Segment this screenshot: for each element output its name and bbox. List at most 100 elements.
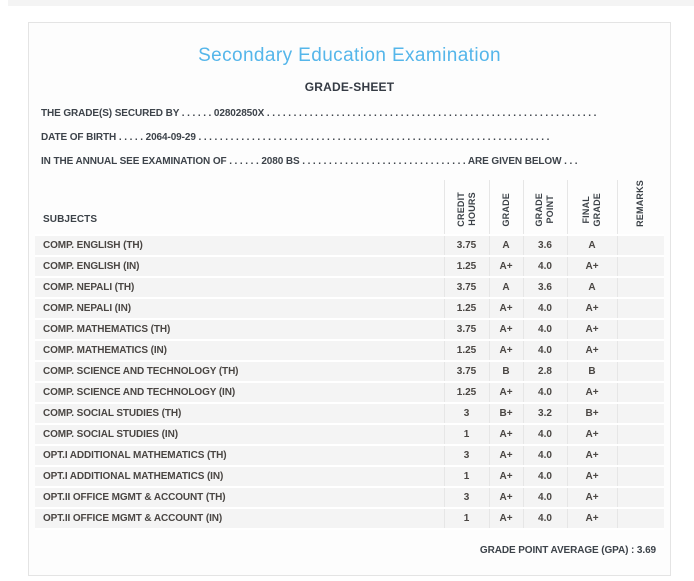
grade-sheet-card: Secondary Education Examination GRADE-SH… (28, 22, 671, 576)
grade-point-cell: 4.0 (522, 507, 567, 530)
table-row: OPT.I ADDITIONAL MATHEMATICS (TH) 3 A+ 4… (35, 444, 664, 467)
subject-cell: OPT.II OFFICE MGMT & ACCOUNT (TH) (35, 486, 444, 509)
grade-cell: B+ (488, 402, 523, 425)
final-grade-cell: A (566, 276, 617, 299)
remarks-cell (616, 318, 664, 341)
rotated-column-header-label: CREDIT HOURS (455, 192, 477, 227)
grade-point-cell: 4.0 (522, 465, 567, 488)
rotated-column-header: REMARKS (616, 180, 664, 236)
grade-point-cell: 4.0 (522, 339, 567, 362)
table-row: OPT.II OFFICE MGMT & ACCOUNT (IN) 1 A+ 4… (35, 507, 664, 530)
table-row: COMP. SCIENCE AND TECHNOLOGY (TH) 3.75 B… (35, 360, 664, 383)
final-grade-cell: A+ (566, 486, 617, 509)
table-row: COMP. ENGLISH (IN) 1.25 A+ 4.0 A+ (35, 255, 664, 278)
info-line-date-of-birth: DATE OF BIRTH . . . . . 2064-09-29 . . .… (41, 132, 550, 143)
remarks-cell (616, 297, 664, 320)
grade-cell: A+ (488, 255, 523, 278)
credit-hours-cell: 1.25 (443, 381, 489, 404)
final-grade-cell: A+ (566, 318, 617, 341)
remarks-cell (616, 339, 664, 362)
page-title: Secondary Education Examination (198, 45, 501, 66)
credit-hours-cell: 3.75 (443, 318, 489, 341)
table-row: OPT.II OFFICE MGMT & ACCOUNT (TH) 3 A+ 4… (35, 486, 664, 509)
remarks-cell (616, 465, 664, 488)
grade-cell: A+ (488, 486, 523, 509)
grade-table-body: COMP. ENGLISH (TH) 3.75 A 3.6 A COMP. EN… (35, 234, 664, 530)
table-row: COMP. SOCIAL STUDIES (IN) 1 A+ 4.0 A+ (35, 423, 664, 446)
credit-hours-cell: 3 (443, 402, 489, 425)
grade-sheet-heading: GRADE-SHEET (304, 80, 395, 94)
final-grade-cell: A+ (566, 339, 617, 362)
table-row: COMP. NEPALI (IN) 1.25 A+ 4.0 A+ (35, 297, 664, 320)
info-line-symbol-number: THE GRADE(S) SECURED BY . . . . . . 0280… (41, 108, 597, 119)
subject-cell: COMP. ENGLISH (IN) (35, 255, 444, 278)
grade-point-cell: 4.0 (522, 318, 567, 341)
subject-cell: COMP. MATHEMATICS (IN) (35, 339, 444, 362)
subject-cell: COMP. NEPALI (TH) (35, 276, 444, 299)
grade-point-cell: 3.6 (522, 276, 567, 299)
grade-cell: A+ (488, 381, 523, 404)
grade-point-cell: 3.6 (522, 234, 567, 257)
grade-cell: A+ (488, 339, 523, 362)
subject-cell: COMP. NEPALI (IN) (35, 297, 444, 320)
credit-hours-cell: 1.25 (443, 339, 489, 362)
grade-cell: B (488, 360, 523, 383)
final-grade-cell: A+ (566, 423, 617, 446)
subject-cell: COMP. SOCIAL STUDIES (IN) (35, 423, 444, 446)
subject-cell: OPT.I ADDITIONAL MATHEMATICS (IN) (35, 465, 444, 488)
credit-hours-cell: 3.75 (443, 276, 489, 299)
rotated-column-header-label: GRADE POINT (534, 193, 555, 227)
credit-hours-cell: 1 (443, 507, 489, 530)
remarks-cell (616, 255, 664, 278)
grade-point-cell: 4.0 (522, 486, 567, 509)
table-row: COMP. ENGLISH (TH) 3.75 A 3.6 A (35, 234, 664, 257)
grade-cell: A+ (488, 423, 523, 446)
credit-hours-cell: 1.25 (443, 255, 489, 278)
remarks-cell (616, 276, 664, 299)
rotated-column-header: GRADE (488, 180, 523, 236)
grade-cell: A+ (488, 444, 523, 467)
grade-cell: A (488, 276, 523, 299)
remarks-cell (616, 507, 664, 530)
grade-point-cell: 2.8 (522, 360, 567, 383)
remarks-cell (616, 486, 664, 509)
grade-cell: A (488, 234, 523, 257)
final-grade-cell: A+ (566, 381, 617, 404)
final-grade-cell: A+ (566, 507, 617, 530)
table-row: COMP. NEPALI (TH) 3.75 A 3.6 A (35, 276, 664, 299)
subject-cell: OPT.I ADDITIONAL MATHEMATICS (TH) (35, 444, 444, 467)
grade-cell: A+ (488, 297, 523, 320)
credit-hours-cell: 1.25 (443, 297, 489, 320)
grade-point-cell: 4.0 (522, 444, 567, 467)
grade-point-cell: 4.0 (522, 423, 567, 446)
gpa-footer: GRADE POINT AVERAGE (GPA) : 3.69 (479, 544, 656, 556)
grade-cell: A+ (488, 465, 523, 488)
rotated-column-header-label: GRADE (500, 193, 511, 227)
rotated-column-header: FINAL GRADE (566, 180, 617, 236)
rotated-column-header-label: FINAL GRADE (581, 193, 602, 227)
credit-hours-cell: 1 (443, 423, 489, 446)
credit-hours-cell: 3.75 (443, 360, 489, 383)
credit-hours-cell: 3 (443, 444, 489, 467)
grade-cell: A+ (488, 318, 523, 341)
final-grade-cell: A (566, 234, 617, 257)
grade-table: SUBJECTS CREDIT HOURS GRADE GRADE POINT … (35, 180, 664, 530)
table-row: COMP. SOCIAL STUDIES (TH) 3 B+ 3.2 B+ (35, 402, 664, 425)
table-row: COMP. MATHEMATICS (IN) 1.25 A+ 4.0 A+ (35, 339, 664, 362)
grade-point-cell: 4.0 (522, 381, 567, 404)
remarks-cell (616, 381, 664, 404)
final-grade-cell: A+ (566, 465, 617, 488)
top-strip (8, 0, 694, 6)
remarks-cell (616, 402, 664, 425)
subject-cell: OPT.II OFFICE MGMT & ACCOUNT (IN) (35, 507, 444, 530)
remarks-cell (616, 444, 664, 467)
rotated-column-header-label: REMARKS (635, 180, 646, 227)
credit-hours-cell: 1 (443, 465, 489, 488)
final-grade-cell: A+ (566, 255, 617, 278)
grade-cell: A+ (488, 507, 523, 530)
subject-cell: COMP. ENGLISH (TH) (35, 234, 444, 257)
subject-cell: COMP. SCIENCE AND TECHNOLOGY (TH) (35, 360, 444, 383)
final-grade-cell: B+ (566, 402, 617, 425)
final-grade-cell: A+ (566, 444, 617, 467)
table-row: OPT.I ADDITIONAL MATHEMATICS (IN) 1 A+ 4… (35, 465, 664, 488)
